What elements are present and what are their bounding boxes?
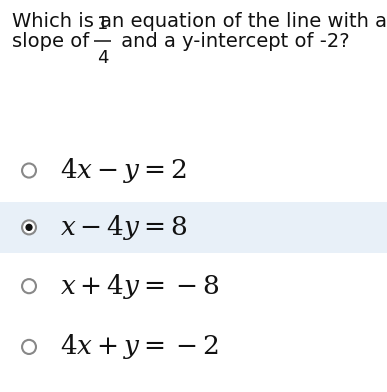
Text: $x+4y=-8$: $x+4y=-8$ (60, 272, 220, 301)
Text: $x-4y=8$: $x-4y=8$ (60, 213, 188, 242)
Text: $4x+y=-2$: $4x+y=-2$ (60, 332, 219, 361)
Text: 1: 1 (97, 15, 108, 33)
Circle shape (22, 279, 36, 293)
Text: Which is an equation of the line with a: Which is an equation of the line with a (12, 12, 387, 31)
Circle shape (22, 163, 36, 178)
Text: $4x-y=2$: $4x-y=2$ (60, 156, 187, 185)
Circle shape (22, 220, 36, 234)
Circle shape (22, 340, 36, 354)
Circle shape (26, 224, 33, 231)
Text: 4: 4 (97, 49, 108, 67)
FancyBboxPatch shape (0, 202, 387, 253)
Text: slope of: slope of (12, 32, 95, 51)
Text: and a y-intercept of -2?: and a y-intercept of -2? (115, 32, 349, 51)
